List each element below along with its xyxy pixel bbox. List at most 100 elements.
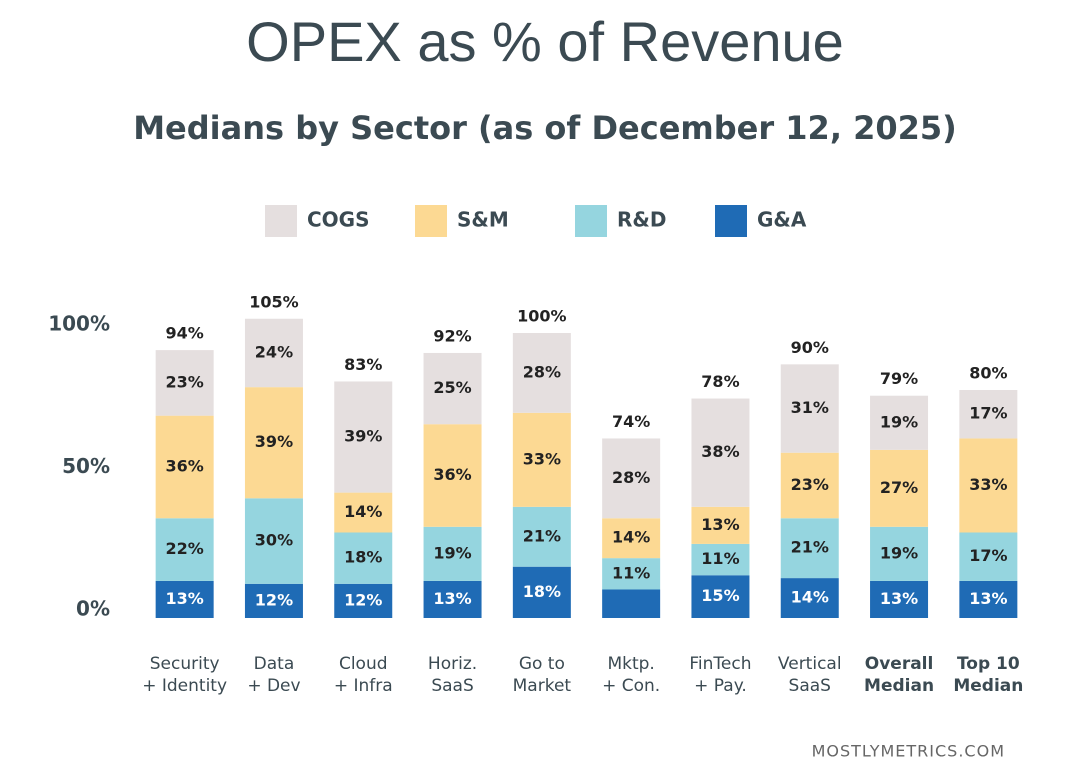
bar-segment — [959, 532, 1018, 581]
x-tick-label: + Pay. — [694, 676, 747, 696]
bar-segment — [959, 390, 1018, 439]
bar-segment — [155, 580, 214, 618]
legend-label: S&M — [457, 208, 509, 232]
value-label: 12% — [255, 590, 293, 609]
bar-segment — [512, 333, 571, 413]
value-label: 31% — [791, 398, 829, 417]
x-tick-label: Security — [150, 654, 220, 674]
total-label: 90% — [791, 338, 829, 357]
bar-segment — [870, 580, 929, 618]
total-label: 100% — [517, 307, 566, 326]
x-tick-label: Cloud — [339, 654, 388, 674]
bar-segment — [334, 381, 393, 493]
value-label: 18% — [344, 548, 382, 567]
bar-segment — [691, 575, 750, 618]
value-label: 13% — [969, 589, 1007, 608]
bar-segment — [512, 566, 571, 618]
value-label: 13% — [433, 589, 471, 608]
value-label: 14% — [344, 502, 382, 521]
total-label: 79% — [880, 369, 918, 388]
value-label: 28% — [523, 362, 561, 381]
source: MOSTLYMETRICS.COM — [812, 742, 1005, 761]
value-label: 33% — [969, 475, 1007, 494]
bar-segment — [244, 387, 303, 499]
legend-label: R&D — [617, 208, 666, 232]
value-label: 23% — [791, 475, 829, 494]
value-label: 36% — [433, 465, 471, 484]
y-tick-label: 100% — [48, 312, 110, 336]
x-tick-label: FinTech — [689, 654, 751, 674]
value-label: 13% — [880, 589, 918, 608]
x-tick-label: Top 10 — [957, 654, 1020, 674]
value-label: 11% — [701, 549, 739, 568]
legend-label: COGS — [307, 208, 370, 232]
x-tick-label: Vertical — [778, 654, 842, 674]
value-label: 23% — [166, 372, 204, 391]
value-label: 39% — [344, 427, 382, 446]
value-label: 17% — [969, 546, 1007, 565]
bar-segment — [870, 395, 929, 450]
total-label: 74% — [612, 412, 650, 431]
bar-segment — [691, 398, 750, 507]
bar-segment — [423, 526, 482, 581]
y-tick-label: 0% — [76, 597, 110, 621]
bar-segment — [423, 580, 482, 618]
bar-segment — [691, 506, 750, 544]
value-label: 13% — [701, 515, 739, 534]
value-label: 21% — [791, 538, 829, 557]
bar-segment — [602, 518, 661, 559]
total-label: 78% — [701, 372, 739, 391]
value-label: 25% — [433, 378, 471, 397]
value-label: 21% — [523, 526, 561, 545]
value-label: 13% — [166, 589, 204, 608]
legend-label: G&A — [757, 208, 807, 232]
value-label: 18% — [523, 582, 561, 601]
total-label: 105% — [249, 292, 298, 311]
value-label: 27% — [880, 478, 918, 497]
value-label: 19% — [880, 412, 918, 431]
bar-segment — [512, 412, 571, 507]
value-label: 36% — [166, 456, 204, 475]
value-label: 33% — [523, 449, 561, 468]
total-label: 83% — [344, 355, 382, 374]
bar-segment — [780, 364, 839, 453]
value-label: 24% — [255, 342, 293, 361]
legend-swatch — [575, 205, 607, 237]
x-tick-label: + Con. — [602, 676, 660, 696]
value-label: 14% — [612, 528, 650, 547]
bar-segment — [334, 492, 393, 533]
x-tick-label: + Infra — [334, 676, 393, 696]
x-tick-label: Data — [254, 654, 295, 674]
bar-segment — [334, 532, 393, 584]
bar-segment — [959, 438, 1018, 533]
chart-title: OPEX as % of Revenue — [246, 10, 844, 73]
total-label: 92% — [433, 326, 471, 345]
bar-segment — [870, 526, 929, 581]
value-label: 28% — [612, 468, 650, 487]
chart-subtitle: Medians by Sector (as of December 12, 20… — [133, 109, 957, 147]
legend-swatch — [265, 205, 297, 237]
bar-segment — [155, 350, 214, 416]
value-label: 19% — [433, 543, 471, 562]
x-tick-label: Overall — [865, 654, 934, 674]
total-label: 80% — [969, 364, 1007, 383]
x-tick-label: + Identity — [142, 676, 227, 696]
x-tick-label: Median — [864, 676, 934, 696]
value-label: 14% — [791, 588, 829, 607]
bar-segment — [691, 543, 750, 576]
value-label: 30% — [255, 531, 293, 550]
bar-segment — [155, 518, 214, 581]
bar-segment — [959, 580, 1018, 618]
bar-segment — [780, 518, 839, 579]
x-tick-label: SaaS — [431, 676, 473, 696]
legend-swatch — [715, 205, 747, 237]
value-label: 15% — [701, 586, 739, 605]
bar-segment — [334, 583, 393, 618]
bar-segment — [602, 589, 661, 618]
x-tick-label: SaaS — [789, 676, 831, 696]
x-tick-label: + Dev — [247, 676, 300, 696]
bar-segment — [602, 438, 661, 519]
y-tick-label: 50% — [62, 454, 110, 478]
value-label: 11% — [612, 563, 650, 582]
